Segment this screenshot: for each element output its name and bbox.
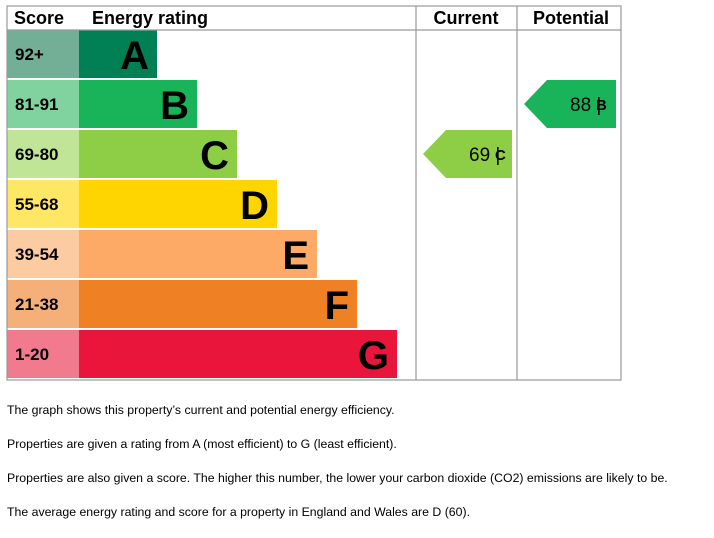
rating-arrows: 69 |C 88 |B	[423, 80, 616, 178]
score-cell-g	[7, 330, 79, 378]
score-range-a: 92+	[15, 45, 44, 64]
band-letter-e: E	[282, 234, 309, 278]
score-range-c: 69-80	[15, 145, 58, 164]
score-range-f: 21-38	[15, 295, 58, 314]
score-header: Score	[14, 8, 64, 28]
score-cell-f	[7, 280, 79, 328]
band-bar-a	[79, 30, 157, 78]
score-range-g: 1-20	[15, 345, 49, 364]
score-cell-d	[7, 180, 79, 228]
note-graph: The graph shows this property’s current …	[7, 403, 395, 417]
band-letter-a: A	[120, 34, 149, 78]
potential-header: Potential	[533, 8, 609, 28]
score-cell-e	[7, 230, 79, 278]
current-header: Current	[433, 8, 498, 28]
band-bar-b	[79, 80, 197, 128]
potential-rating-score: 88 |	[570, 95, 601, 116]
energy-rating-header: Energy rating	[92, 8, 208, 28]
potential-rating-arrow	[524, 80, 616, 128]
score-cell-a	[7, 30, 79, 78]
current-rating-score: 69 |	[469, 145, 500, 166]
band-letter-b: B	[160, 84, 189, 128]
note-rating: Properties are given a rating from A (mo…	[7, 437, 397, 451]
score-range-b: 81-91	[15, 95, 58, 114]
energy-rating-chart: 92+ A81-91 B69-80 C55-68 D39-54 E21-38 F1-20 G …	[6, 5, 622, 381]
band-bar-f	[79, 280, 357, 328]
band-bar-c	[79, 130, 237, 178]
score-range-d: 55-68	[15, 195, 58, 214]
potential-rating-letter: B	[596, 97, 607, 114]
band-bar-d	[79, 180, 277, 228]
current-rating-letter: C	[495, 147, 506, 164]
note-average: The average energy rating and score for …	[7, 505, 470, 519]
score-range-e: 39-54	[15, 245, 59, 264]
band-bar-g	[79, 330, 397, 378]
band-letter-f: F	[325, 284, 349, 328]
current-rating-arrow	[423, 130, 512, 178]
band-letter-d: D	[240, 184, 269, 228]
explanation-notes: The graph shows this property’s current …	[7, 402, 712, 538]
band-letter-c: C	[200, 134, 229, 178]
band-letter-g: G	[358, 334, 389, 378]
note-score: Properties are also given a score. The h…	[7, 471, 668, 485]
band-rows: 92+ A 81-91 B 69-80 C 55-68 D 39-54 E 21-38 F 1-20 G	[7, 30, 397, 378]
chart-grid	[6, 5, 622, 381]
chart-border	[6, 5, 622, 381]
band-bar-e	[79, 230, 317, 278]
score-cell-b	[7, 80, 79, 128]
score-cell-c	[7, 130, 79, 178]
